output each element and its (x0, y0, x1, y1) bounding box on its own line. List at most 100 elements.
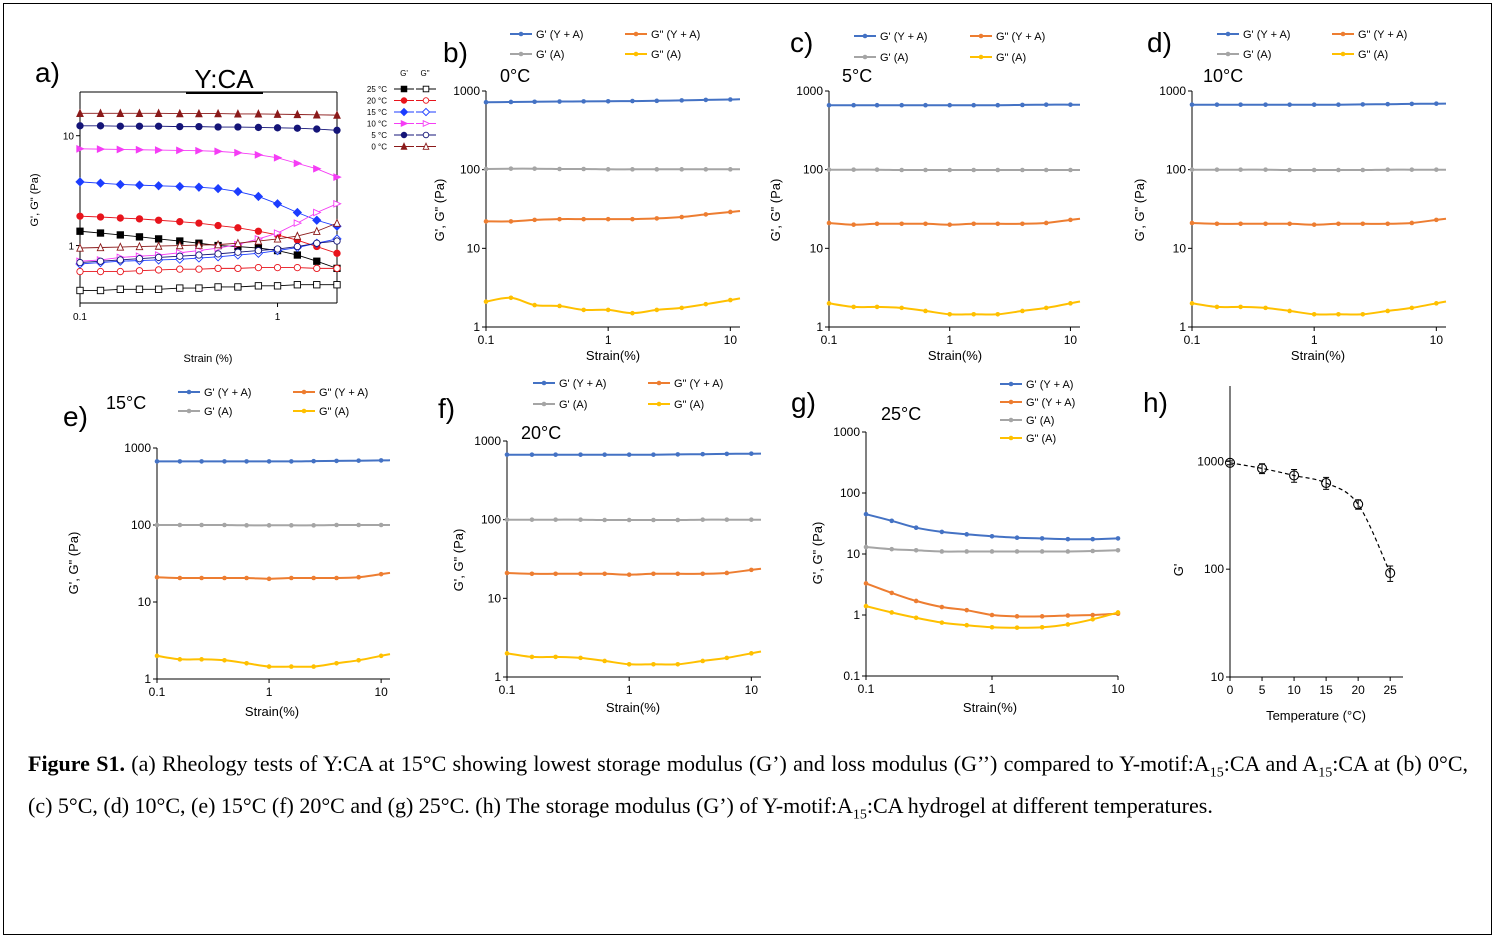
chart-title: 0°C (500, 66, 530, 86)
data-point (581, 99, 586, 104)
data-point (195, 251, 203, 259)
y-tick-label: 10 (1173, 241, 1187, 255)
y-tick-label: 100 (840, 486, 860, 500)
data-point (233, 238, 242, 247)
data-point (626, 517, 632, 523)
series-line (506, 567, 762, 576)
x-tick-label: 10 (745, 683, 759, 697)
data-point (989, 549, 995, 554)
caption-text-1: (a) Rheology tests of Y:CA at 15°C showi… (124, 751, 1210, 776)
caption-label: Figure S1. (28, 751, 125, 776)
data-point (728, 167, 733, 172)
data-point (96, 213, 105, 221)
data-point (724, 517, 730, 522)
data-point (1189, 301, 1195, 306)
x-tick-label: 0.1 (499, 683, 516, 697)
figure-border (3, 3, 1492, 935)
y-axis-label: G' (1171, 564, 1186, 577)
legend-marker (518, 51, 524, 57)
data-point (1385, 568, 1396, 579)
legend-label: G' (Y + A) (559, 378, 606, 390)
data-point (214, 264, 222, 273)
data-point (1043, 305, 1049, 311)
legend-marker (541, 401, 547, 407)
data-point (1263, 167, 1268, 172)
data-point (1068, 102, 1073, 107)
data-point (176, 252, 184, 260)
data-point (1434, 167, 1439, 172)
x-tick-label: 15 (1319, 683, 1333, 697)
x-tick-label: 5 (1259, 683, 1266, 697)
chart-a: a) 1 10 0.1 1 Strain (%) G', G" (Pa) Y:CA G' G" 25… (29, 57, 436, 365)
panel-label: f) (438, 393, 455, 424)
data-point (1263, 305, 1268, 311)
data-point (863, 603, 869, 609)
data-point (947, 312, 953, 317)
x-tick-label: 1 (1311, 333, 1318, 347)
data-point (1434, 217, 1439, 223)
data-point (1321, 477, 1332, 489)
series-line (157, 459, 391, 463)
data-point (333, 264, 341, 273)
y-axis-label: G', G" (Pa) (29, 173, 41, 226)
data-point (134, 180, 145, 190)
data-point (626, 662, 632, 667)
data-point (851, 304, 856, 310)
data-point (483, 166, 489, 172)
legend-label: G" (Y + A) (674, 378, 723, 390)
data-point (923, 102, 928, 108)
data-point (913, 525, 919, 530)
data-point (529, 654, 535, 660)
data-point (553, 654, 558, 660)
data-point (1014, 535, 1020, 541)
data-point (222, 459, 227, 464)
data-point (222, 575, 227, 581)
data-point (234, 248, 242, 256)
data-point (851, 222, 856, 227)
data-point (626, 452, 632, 457)
data-point (724, 451, 730, 457)
data-point (728, 97, 733, 102)
data-point (504, 517, 510, 522)
data-point (422, 85, 430, 93)
data-point (964, 607, 970, 613)
data-point (557, 166, 562, 172)
data-point (626, 572, 632, 577)
data-point (863, 581, 869, 586)
x-tick-label: 10 (1064, 333, 1078, 347)
data-point (293, 109, 302, 119)
y-axis-label: G', G" (Pa) (432, 179, 447, 242)
legend-label: G" (Y + A) (1026, 397, 1075, 409)
data-point (964, 622, 970, 628)
legend-marker (862, 54, 868, 60)
legend-label: G" (Y + A) (651, 29, 700, 41)
data-point (214, 221, 222, 230)
chart-title: 5°C (842, 66, 872, 86)
data-point (292, 207, 302, 218)
legend-header: G" (420, 69, 429, 78)
data-point (176, 122, 184, 131)
series-line (506, 452, 762, 456)
data-point (96, 122, 105, 130)
data-point (1065, 549, 1071, 554)
x-axis-label: Strain(%) (586, 348, 640, 363)
data-point (116, 242, 125, 251)
data-point (76, 227, 84, 235)
data-point (504, 651, 510, 656)
data-point (989, 534, 995, 539)
data-point (1409, 101, 1415, 107)
data-point (578, 452, 583, 457)
data-point (333, 218, 341, 227)
series-line (485, 296, 741, 315)
series-line (828, 300, 1081, 316)
data-point (313, 164, 322, 173)
data-point (334, 575, 339, 581)
y-tick-label: 10 (1211, 670, 1225, 684)
data-point (244, 575, 249, 581)
data-point (1336, 102, 1341, 107)
data-point (749, 651, 754, 656)
data-point (116, 122, 124, 130)
data-point (995, 102, 1001, 108)
legend-label: G" (A) (651, 49, 681, 61)
